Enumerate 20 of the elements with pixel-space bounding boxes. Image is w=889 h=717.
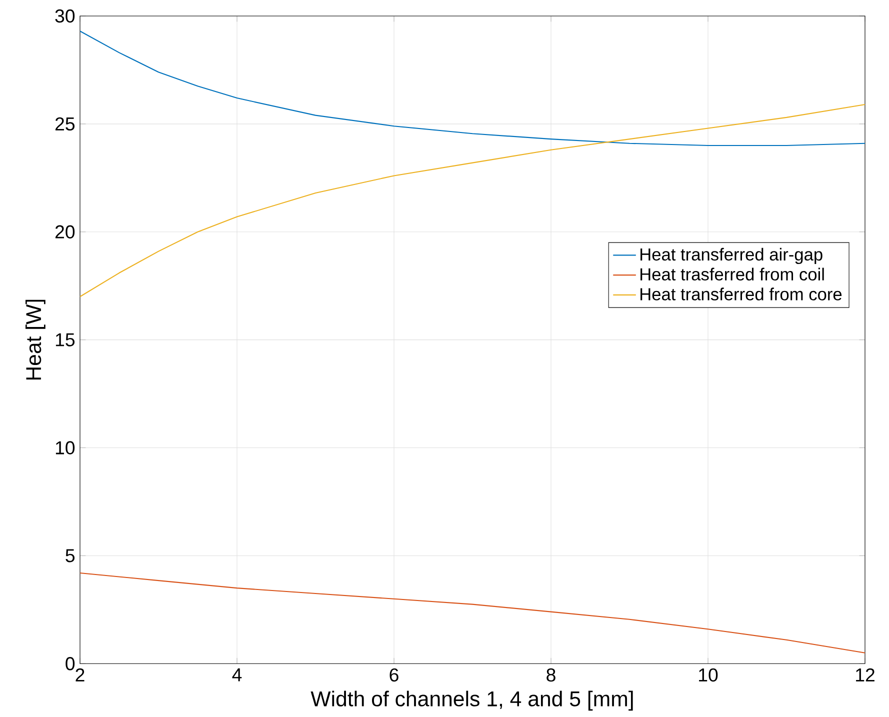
legend-label: Heat trasferred from coil bbox=[640, 268, 824, 280]
y-tick-label: 20 bbox=[55, 225, 75, 238]
legend-label: Heat transferred air-gap bbox=[640, 248, 822, 264]
x-axis-title: Width of channels 1, 4 and 5 [mm] bbox=[310, 690, 633, 711]
y-tick-label: 0 bbox=[66, 657, 75, 670]
x-tick-label: 6 bbox=[390, 668, 398, 682]
x-tick-label: 8 bbox=[546, 668, 556, 682]
y-tick-label: 30 bbox=[55, 9, 75, 23]
y-tick-label: 15 bbox=[56, 333, 75, 346]
x-tick-label: 10 bbox=[699, 668, 718, 682]
y-tick-label: 25 bbox=[55, 117, 75, 131]
y-tick-label: 10 bbox=[56, 441, 75, 454]
x-tick-label: 2 bbox=[76, 668, 84, 682]
y-tick-label: 5 bbox=[66, 549, 75, 562]
x-tick-label: 12 bbox=[856, 668, 874, 682]
legend-label: Heat transferred from core bbox=[640, 288, 842, 300]
y-axis-title: Heat [W] bbox=[26, 300, 46, 380]
line-series bbox=[80, 30, 865, 146]
line-series bbox=[80, 572, 865, 654]
x-tick-label: 4 bbox=[232, 668, 242, 682]
